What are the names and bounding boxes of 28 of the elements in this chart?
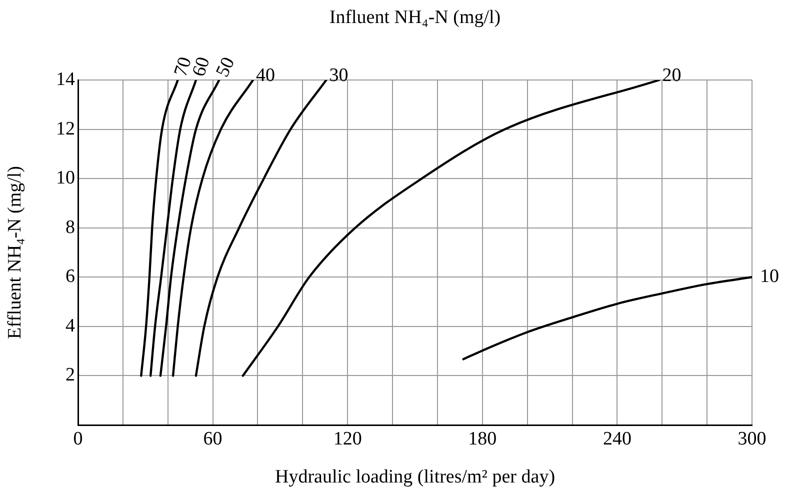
y-tick-label: 10 — [56, 168, 75, 189]
y-tick-label: 12 — [56, 118, 75, 140]
line-series — [159, 80, 220, 377]
y-tick-label: 4 — [66, 315, 76, 336]
x-tick-label: 300 — [738, 428, 766, 450]
line-series — [172, 80, 254, 377]
line-series — [149, 80, 198, 377]
text: 50 — [212, 54, 240, 80]
x-tick-label: 120 — [333, 428, 362, 450]
x-tick-label: 240 — [602, 428, 632, 450]
line-series — [194, 80, 328, 377]
y-tick-label: 6 — [66, 266, 75, 288]
line-series — [242, 80, 660, 377]
y-tick-label: 14 — [56, 68, 76, 90]
line-series — [140, 80, 179, 377]
x-tick-label: 180 — [468, 428, 497, 450]
x-axis-title: Hydraulic loading (litres/m² per day) — [274, 466, 556, 488]
series-label: 40 — [256, 64, 276, 86]
y-tick-label: 2 — [66, 364, 75, 386]
x-tick-label: 0 — [73, 428, 83, 450]
series-label: 30 — [329, 64, 348, 86]
y-axis-title: Effluent NH₄-N (mg/l) — [4, 166, 26, 340]
x-tick-label: 60 — [203, 428, 222, 450]
text: Influent NH₄-N (mg/l) — [329, 6, 501, 28]
series-label: 20 — [662, 64, 682, 86]
series-label: 10 — [760, 266, 779, 288]
line-series — [462, 276, 752, 360]
y-tick-label: 8 — [66, 216, 75, 238]
